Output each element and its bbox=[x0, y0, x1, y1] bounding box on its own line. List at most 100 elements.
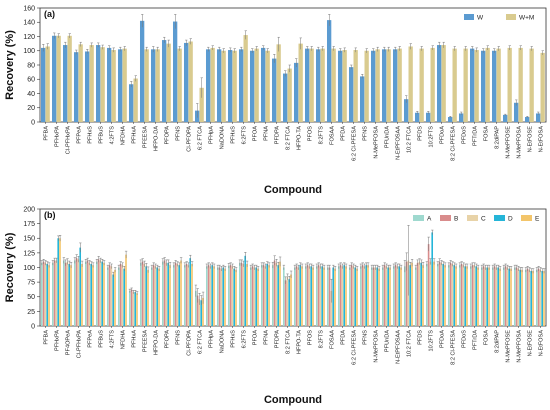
bar-wm-23 bbox=[298, 43, 303, 122]
bar-a-30 bbox=[370, 267, 373, 326]
bar-w-15 bbox=[205, 49, 211, 123]
bar-e-24 bbox=[312, 267, 314, 326]
bar-w-42 bbox=[502, 114, 508, 122]
bar-wm-10 bbox=[155, 49, 160, 123]
bar-b-41 bbox=[493, 266, 496, 326]
x-tick-label: PFHpA bbox=[209, 126, 215, 144]
bar-wm-32 bbox=[397, 48, 402, 122]
bar-b-21 bbox=[273, 260, 276, 326]
x-tick-label: 10:2 FTCA bbox=[407, 126, 413, 153]
bar-w-11 bbox=[161, 40, 167, 122]
bar-b-17 bbox=[229, 265, 232, 326]
bar-w-43 bbox=[513, 102, 519, 122]
bar-b-4 bbox=[86, 260, 89, 326]
bar-d-18 bbox=[244, 255, 247, 326]
x-tick-label: N-MePFOSA bbox=[374, 126, 380, 159]
bar-e-25 bbox=[323, 267, 325, 326]
x-axis-title: Compound bbox=[264, 394, 322, 406]
bar-b-6 bbox=[108, 265, 111, 326]
legend-label-d: D bbox=[508, 216, 513, 223]
bar-wm-15 bbox=[210, 47, 215, 122]
bar-e-35 bbox=[433, 261, 435, 326]
bar-a-6 bbox=[106, 267, 109, 326]
bar-d-32 bbox=[398, 266, 401, 326]
bar-c-15 bbox=[209, 266, 212, 326]
x-tick-label: 4:2FTS bbox=[110, 330, 116, 349]
bar-wm-33 bbox=[408, 46, 413, 122]
bar-wm-29 bbox=[364, 50, 369, 122]
x-tick-label: PFHxS bbox=[231, 330, 237, 348]
bar-e-21 bbox=[279, 261, 281, 326]
bar-w-17 bbox=[227, 50, 233, 122]
bar-e-10 bbox=[158, 268, 160, 326]
bar-wm-41 bbox=[496, 48, 501, 122]
x-tick-label: 10:2FTS bbox=[429, 126, 435, 148]
bar-d-39 bbox=[475, 266, 478, 326]
x-tick-label: N-MePFOSE bbox=[506, 330, 512, 363]
bar-e-42 bbox=[510, 268, 512, 326]
bar-d-22 bbox=[288, 279, 291, 326]
bar-c-22 bbox=[286, 276, 289, 326]
bar-wm-36 bbox=[441, 45, 446, 122]
bar-d-7 bbox=[123, 268, 126, 326]
bar-c-42 bbox=[506, 267, 509, 326]
bar-d-1 bbox=[57, 238, 60, 326]
bar-wm-31 bbox=[386, 49, 391, 123]
legend-label-b: B bbox=[454, 216, 458, 223]
x-tick-label: PFHxPA bbox=[55, 330, 61, 351]
bar-e-27 bbox=[345, 266, 347, 326]
bar-d-11 bbox=[167, 262, 170, 326]
y-axis-title: Recovery (%) bbox=[4, 30, 16, 100]
bar-a-19 bbox=[249, 267, 252, 326]
x-tick-label: PFHxA bbox=[132, 126, 138, 144]
bar-b-26 bbox=[328, 267, 331, 326]
bar-d-42 bbox=[508, 268, 511, 326]
x-tick-label: PFNS bbox=[176, 330, 182, 345]
bar-w-8 bbox=[128, 84, 134, 122]
bar-b-23 bbox=[295, 266, 298, 326]
bar-b-15 bbox=[207, 265, 210, 326]
bar-b-7 bbox=[119, 263, 122, 326]
bar-e-2 bbox=[70, 265, 72, 326]
bar-a-28 bbox=[348, 267, 351, 326]
x-tick-label: HFPO-TA bbox=[297, 330, 303, 354]
bar-c-0 bbox=[44, 262, 47, 326]
bar-a-43 bbox=[513, 267, 516, 326]
bar-w-13 bbox=[183, 42, 189, 122]
x-tick-label: N-MePFOSA bbox=[517, 126, 523, 159]
x-axis-title: Compound bbox=[264, 184, 322, 196]
bar-d-44 bbox=[530, 271, 533, 326]
legend-label-wm: W+M bbox=[519, 15, 534, 22]
bar-a-29 bbox=[359, 266, 362, 326]
x-tick-label: 8:2 Cl-PFESA bbox=[451, 126, 457, 161]
bar-a-27 bbox=[337, 266, 340, 326]
bar-wm-27 bbox=[342, 50, 347, 122]
bar-c-20 bbox=[264, 266, 267, 326]
bar-c-41 bbox=[495, 267, 498, 326]
bar-e-8 bbox=[136, 293, 138, 326]
panel-b: (b) 0 25 50 75 100 125 150 175 200 Recovery (%) PFB… bbox=[4, 206, 547, 406]
x-tick-label: N-MePFOSE bbox=[506, 126, 512, 159]
x-tick-label: 6:2 Cl-PFESA bbox=[352, 330, 358, 365]
x-tick-label: 6:2 FTCA bbox=[198, 330, 204, 354]
x-tick-label: N-EtFOSA bbox=[539, 126, 545, 153]
bar-e-28 bbox=[356, 268, 358, 326]
bar-a-39 bbox=[469, 266, 472, 326]
legend-label-a: A bbox=[427, 216, 432, 223]
bar-c-36 bbox=[440, 262, 443, 326]
x-tick-label: PFDA bbox=[341, 126, 347, 141]
bar-b-3 bbox=[75, 258, 78, 326]
bar-wm-34 bbox=[419, 48, 424, 122]
y-tick-label: 0 bbox=[31, 119, 35, 126]
bar-d-30 bbox=[376, 267, 379, 326]
bar-w-25 bbox=[315, 49, 321, 123]
bar-wm-45 bbox=[540, 52, 545, 123]
bar-b-22 bbox=[284, 280, 287, 326]
y-tick-label: 175 bbox=[23, 221, 35, 228]
bar-d-27 bbox=[343, 265, 346, 326]
panel-a: (a) 0 20 40 60 80 100 120 140 160 Recovery (%) PFBA… bbox=[4, 5, 547, 196]
bar-w-18 bbox=[238, 49, 244, 123]
bar-w-3 bbox=[73, 52, 79, 122]
bar-c-11 bbox=[165, 262, 168, 326]
bar-b-18 bbox=[240, 262, 243, 326]
